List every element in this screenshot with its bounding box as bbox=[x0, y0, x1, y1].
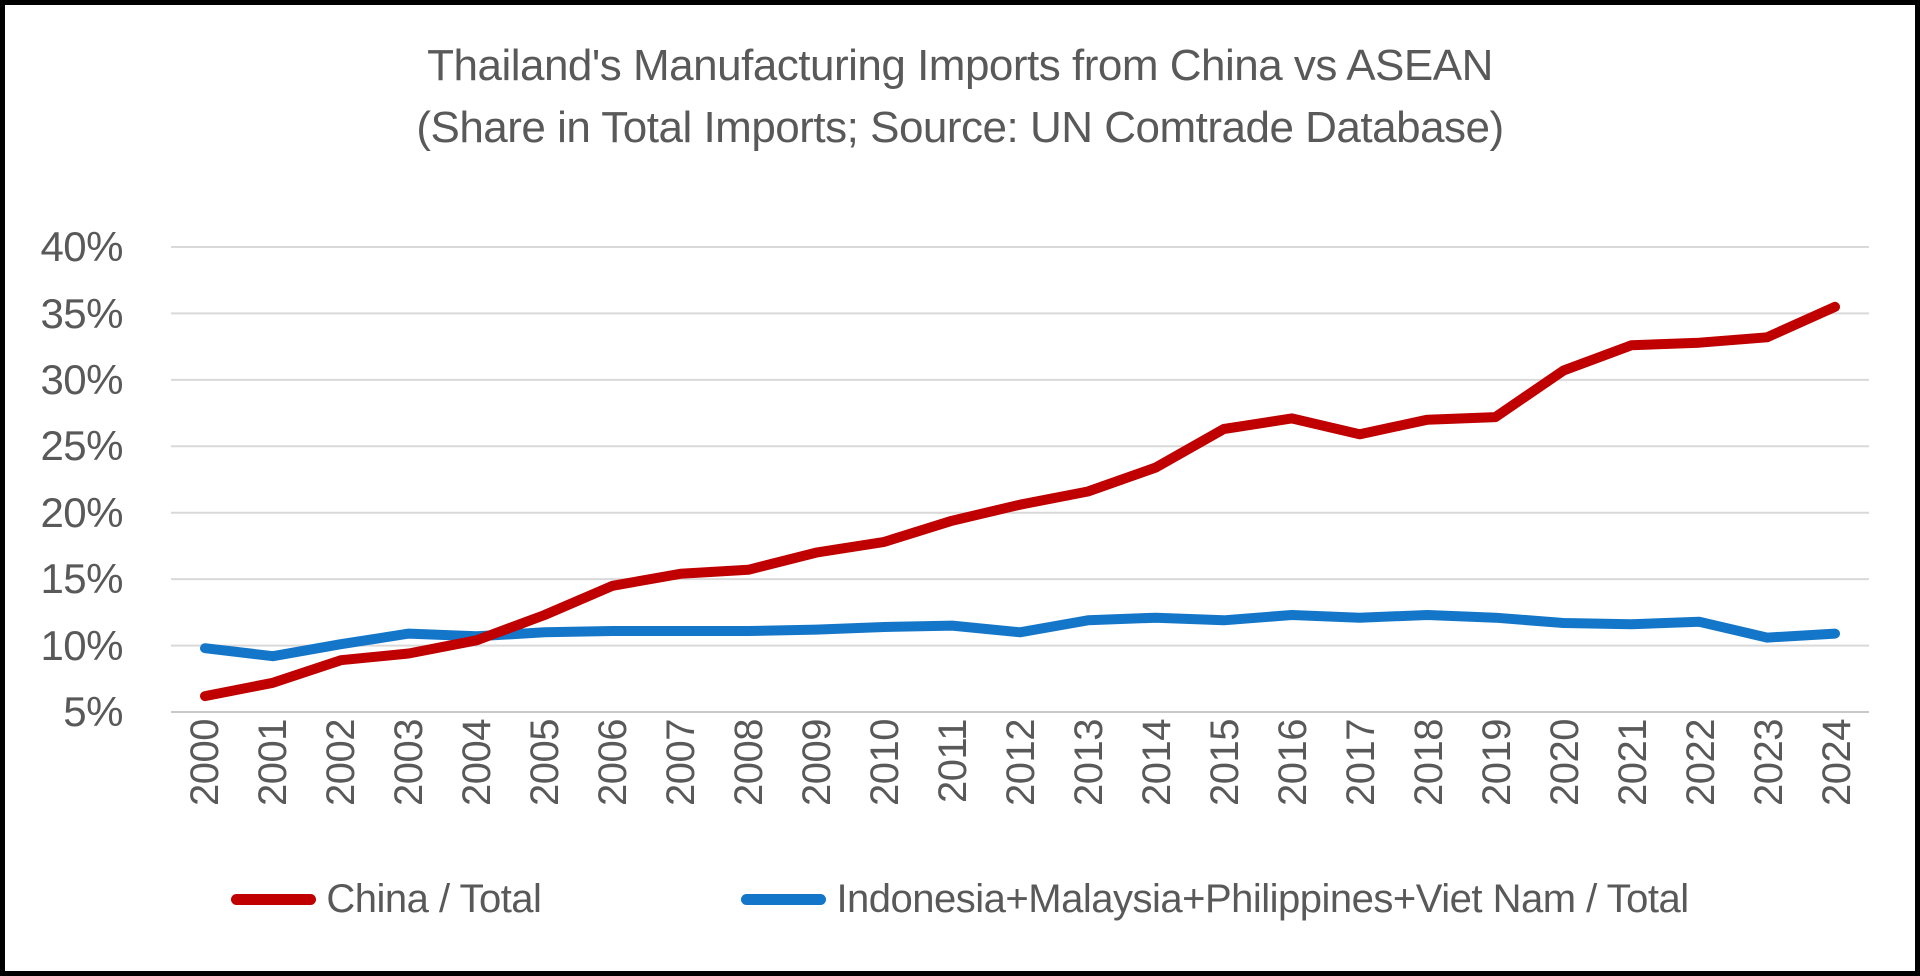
y-axis-tick: 30% bbox=[40, 356, 123, 403]
gridlines bbox=[171, 246, 1869, 713]
x-axis-label: 2007 bbox=[659, 719, 703, 806]
x-axis-label: 2019 bbox=[1475, 719, 1519, 806]
x-axis-label: 2023 bbox=[1747, 719, 1791, 806]
y-axis-tick: 5% bbox=[63, 688, 123, 735]
x-axis-label: 2003 bbox=[387, 719, 431, 806]
x-axis-label: 2005 bbox=[523, 719, 567, 806]
x-axis-label: 2015 bbox=[1203, 719, 1247, 806]
y-axis-tick: 15% bbox=[40, 555, 123, 602]
y-axis-tick: 25% bbox=[40, 422, 123, 469]
x-axis-label: 2017 bbox=[1339, 719, 1383, 806]
legend-label-china: China / Total bbox=[326, 877, 542, 921]
x-axis-label: 2013 bbox=[1067, 719, 1111, 806]
x-axis-label: 2009 bbox=[795, 719, 839, 806]
x-axis-label: 2006 bbox=[591, 719, 635, 806]
legend: China / Total Indonesia+Malaysia+Philipp… bbox=[5, 877, 1915, 922]
y-axis-tick: 20% bbox=[40, 489, 123, 536]
x-axis-label: 2001 bbox=[251, 719, 295, 806]
x-axis-label: 2004 bbox=[455, 719, 499, 806]
chart-title: Thailand's Manufacturing Imports from Ch… bbox=[427, 41, 1493, 90]
x-axis-label: 2014 bbox=[1135, 719, 1179, 806]
x-axis-label: 2008 bbox=[727, 719, 771, 806]
chart-subtitle: (Share in Total Imports; Source: UN Comt… bbox=[416, 103, 1504, 152]
x-axis-label: 2011 bbox=[931, 719, 975, 804]
x-axis-label: 2000 bbox=[183, 719, 227, 806]
series-line-0 bbox=[200, 301, 1840, 702]
legend-item-asean: Indonesia+Malaysia+Philippines+Viet Nam … bbox=[741, 877, 1689, 922]
x-axis-label: 2020 bbox=[1543, 719, 1587, 806]
y-axis-tick: 10% bbox=[40, 622, 123, 669]
x-axis-label: 2018 bbox=[1407, 719, 1451, 806]
legend-item-china: China / Total bbox=[231, 877, 542, 922]
x-axis-label: 2010 bbox=[863, 719, 907, 806]
y-axis-tick: 35% bbox=[40, 290, 123, 337]
x-axis-label: 2016 bbox=[1271, 719, 1315, 806]
x-axis-label: 2002 bbox=[319, 719, 363, 806]
x-axis-label: 2024 bbox=[1815, 719, 1859, 806]
china-line-swatch bbox=[231, 894, 317, 905]
asean-line-swatch bbox=[741, 894, 827, 905]
x-axis-label: 2022 bbox=[1679, 719, 1723, 806]
legend-label-asean: Indonesia+Malaysia+Philippines+Viet Nam … bbox=[836, 877, 1689, 921]
y-axis-tick: 40% bbox=[40, 223, 123, 270]
x-axis-label: 2021 bbox=[1611, 719, 1655, 806]
x-axis-label: 2012 bbox=[999, 719, 1043, 806]
plot-area bbox=[171, 246, 1869, 713]
